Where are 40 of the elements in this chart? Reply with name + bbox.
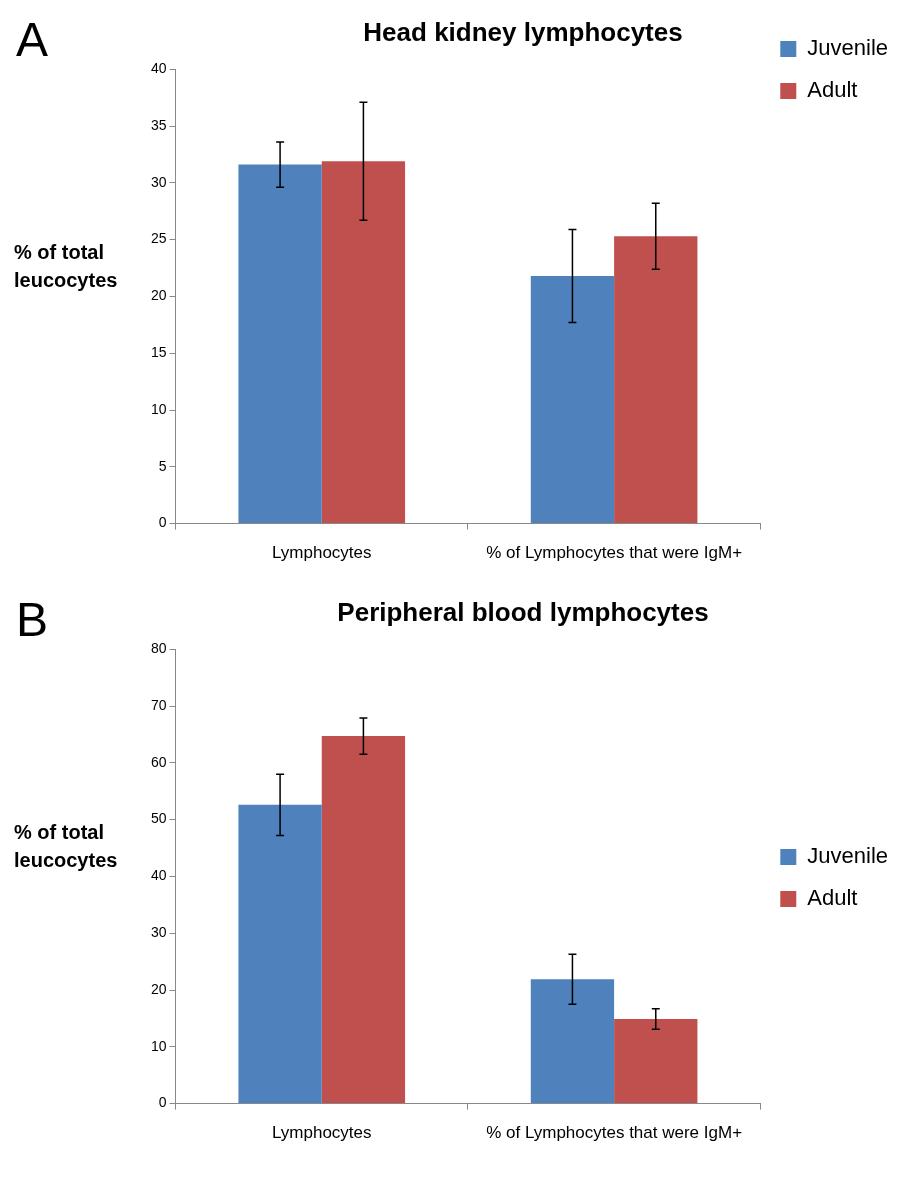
x-tick-label: % of Lymphocytes that were IgM+ [486,1123,743,1143]
bar [530,979,615,1104]
bar [614,236,698,524]
y-tick-label: 80 [150,640,167,657]
y-tick-label: 35 [150,116,167,133]
y-tick-label: 10 [150,400,167,417]
y-tick-label: 50 [150,810,167,827]
y-tick-label: 0 [158,514,167,531]
legend-label: Adult [807,77,858,103]
bar [321,161,406,524]
y-tick-label: 25 [150,230,167,247]
y-tick-label: 60 [150,753,167,770]
y-axis-title: % of total leucocytes [14,820,119,873]
legend-label: Juvenile [807,35,888,61]
y-tick-label: 40 [150,867,167,884]
bar [238,164,322,524]
text: A [16,12,49,67]
bar [238,804,322,1104]
x-tick-label: % of Lymphocytes that were IgM+ [486,543,743,563]
chart-title: Peripheral blood lymphocytes [337,596,709,627]
y-tick-label: 20 [150,287,167,304]
legend-label: Juvenile [807,843,888,869]
bar [530,275,615,524]
bar [614,1018,698,1104]
y-axis-title: % of total leucocytes [14,240,119,293]
chart-title: Head kidney lymphocytes [363,16,683,47]
y-tick-label: 30 [150,173,167,190]
y-tick-label: 15 [150,344,167,361]
y-tick-label: 70 [150,696,167,713]
y-tick-label: 5 [158,457,167,474]
y-tick-label: 10 [150,1037,167,1054]
y-tick-label: 30 [150,924,167,941]
y-tick-label: 0 [158,1094,167,1111]
y-tick-label: 40 [150,60,167,77]
x-tick-label: Lymphocytes [271,1123,372,1143]
x-tick-label: Lymphocytes [271,543,372,563]
bar [321,736,406,1104]
legend-label: Adult [807,885,858,911]
text: B [16,592,49,647]
y-tick-label: 20 [150,980,167,997]
